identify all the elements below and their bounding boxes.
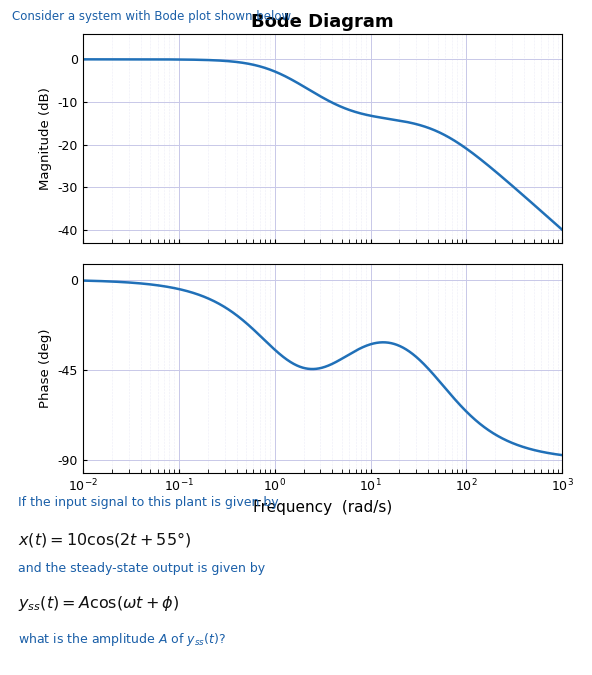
Text: what is the amplitude $A$ of $y_{ss}(t)$?: what is the amplitude $A$ of $y_{ss}(t)$… (18, 631, 226, 648)
X-axis label: Frequency  (rad/s): Frequency (rad/s) (253, 500, 392, 514)
Text: $y_{ss}(t) = A\cos(\omega t + \phi)$: $y_{ss}(t) = A\cos(\omega t + \phi)$ (18, 594, 179, 613)
Text: Consider a system with Bode plot shown below.: Consider a system with Bode plot shown b… (12, 10, 294, 23)
Text: and the steady-state output is given by: and the steady-state output is given by (18, 562, 265, 574)
Title: Bode Diagram: Bode Diagram (252, 13, 394, 31)
Text: If the input signal to this plant is given by: If the input signal to this plant is giv… (18, 496, 278, 509)
Y-axis label: Magnitude (dB): Magnitude (dB) (39, 87, 52, 190)
Text: $x(t) = 10\cos(2t + 55°)$: $x(t) = 10\cos(2t + 55°)$ (18, 530, 191, 549)
Y-axis label: Phase (deg): Phase (deg) (39, 328, 52, 408)
